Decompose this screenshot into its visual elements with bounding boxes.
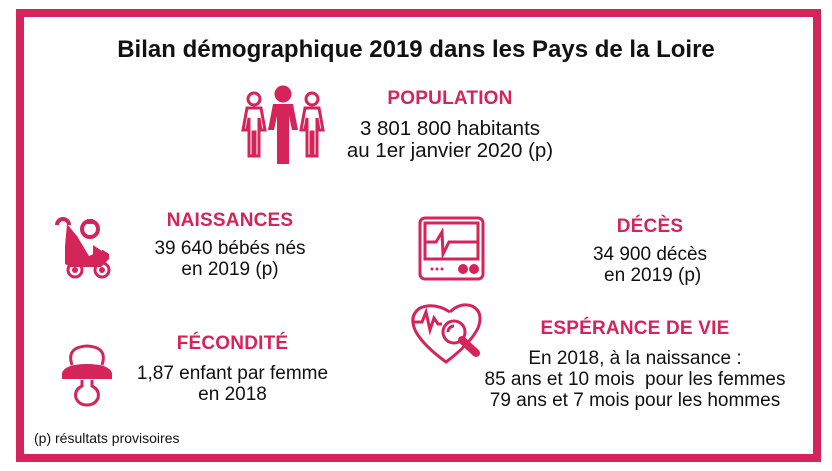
- footnote: (p) résultats provisoires: [34, 430, 180, 446]
- esperance-heading: ESPÉRANCE DE VIE: [540, 318, 730, 339]
- fecondite-section: FÉCONDITÉ 1,87 enfant par femme en 2018: [120, 333, 345, 405]
- heart-monitor-icon: [418, 216, 486, 282]
- heart-magnifier-icon: [410, 302, 492, 366]
- deces-value: 34 900 décès: [592, 244, 708, 265]
- naissances-date: en 2019 (p): [181, 259, 279, 280]
- fecondite-value: 1,87 enfant par femme: [136, 363, 329, 384]
- population-date: au 1er janvier 2020 (p): [346, 139, 554, 162]
- deces-section: DÉCÈS 34 900 décès en 2019 (p): [560, 216, 740, 286]
- esperance-hommes: 79 ans et 7 mois pour les hommes: [489, 390, 781, 411]
- esperance-femmes: 85 ans et 10 mois pour les femmes: [484, 369, 786, 390]
- deces-date: en 2019 (p): [598, 265, 702, 286]
- esperance-intro: En 2018, à la naissance :: [528, 348, 742, 369]
- fecondite-heading: FÉCONDITÉ: [176, 333, 289, 354]
- naissances-section: NAISSANCES 39 640 bébés nés en 2019 (p): [130, 210, 330, 280]
- naissances-value: 39 640 bébés nés: [154, 238, 306, 259]
- population-value: 3 801 800 habitants: [359, 117, 541, 140]
- naissances-heading: NAISSANCES: [166, 210, 294, 231]
- population-section: POPULATION 3 801 800 habitants au 1er ja…: [320, 88, 580, 162]
- deces-heading: DÉCÈS: [616, 216, 684, 237]
- page-title: Bilan démographique 2019 dans les Pays d…: [117, 36, 715, 63]
- pacifier-icon: [60, 343, 114, 407]
- stroller-icon: [53, 215, 119, 281]
- people-icon: [238, 84, 328, 166]
- population-heading: POPULATION: [387, 88, 513, 109]
- fecondite-date: en 2018: [198, 384, 267, 405]
- esperance-section: ESPÉRANCE DE VIE En 2018, à la naissance…: [450, 318, 820, 411]
